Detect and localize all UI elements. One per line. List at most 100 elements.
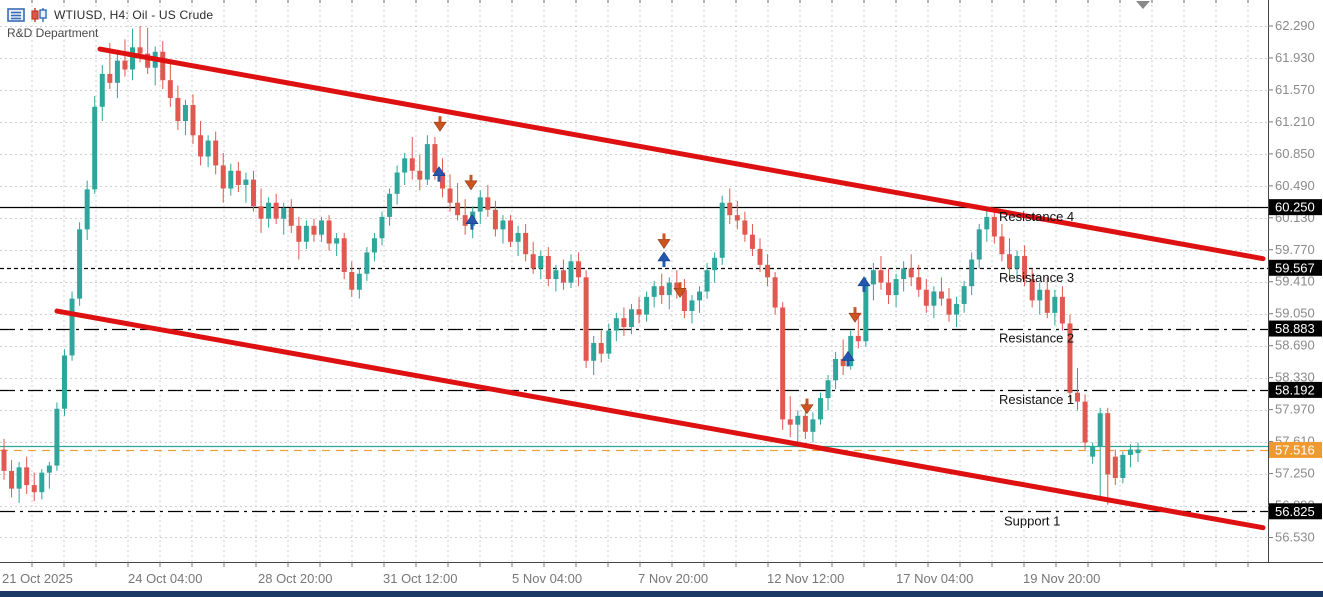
candle [916,264,922,297]
candle [598,330,604,363]
price-label-box [1269,259,1322,276]
candle [492,200,498,237]
price-label-box [1269,441,1322,458]
price-label-text: 59.567 [1275,260,1315,275]
candle [409,137,415,180]
candle [810,412,816,443]
candle [1014,250,1020,281]
candle [1022,245,1028,287]
level-label: Resistance 3 [999,270,1074,285]
candle [523,224,529,262]
candle [613,312,619,342]
level-label: Support 1 [1004,513,1060,528]
candle [273,193,279,225]
price-label-box [1269,503,1322,520]
candle [250,170,256,212]
candle [349,261,355,297]
down-arrow-icon [673,282,687,298]
candle [1135,442,1141,463]
candle [356,268,362,299]
upper-channel-line[interactable] [97,46,1266,262]
candle [999,224,1005,262]
candle [31,472,37,502]
candle [485,184,491,217]
candles-indicator-icon[interactable] [30,8,49,22]
symbol-title: WTIUSD, H4: Oil - US Crude [54,8,214,22]
price-tick-label: 57.970 [1275,402,1315,417]
price-label-text: 58.192 [1275,382,1315,397]
candle [795,410,801,447]
price-tick-label: 61.930 [1275,50,1315,65]
candle [712,252,718,283]
window-bottom-bar [0,591,1323,597]
candle [92,96,98,194]
price-label-text: 57.516 [1275,442,1315,457]
candle [984,208,990,242]
price-label-box [1269,381,1322,398]
candle [311,218,317,242]
candle [54,402,60,471]
candle [1090,442,1096,464]
up-arrow-icon [857,276,871,292]
candle [780,302,786,431]
gridlines [0,0,1268,567]
candle [583,270,589,368]
candle [99,65,105,122]
candle [462,199,468,235]
lower-channel-line[interactable] [54,308,1266,531]
candle [644,291,650,322]
price-label-text: 56.825 [1275,504,1315,519]
price-label-text: 58.883 [1275,321,1315,336]
down-arrow-icon [464,174,478,191]
candle [855,312,861,349]
candle [190,94,196,145]
candle [734,200,740,230]
journal-list-icon[interactable] [7,8,25,22]
candle [379,211,385,246]
candle [901,261,907,292]
candle [508,215,514,248]
candle [1082,394,1088,450]
price-tick-label: 56.530 [1275,529,1315,544]
candle [9,460,15,498]
candle [1044,277,1050,319]
candle [545,247,551,287]
candle [24,456,30,494]
candle [1059,286,1065,331]
candle [152,46,158,86]
candle [538,250,544,280]
price-tick-label: 60.850 [1275,146,1315,161]
candle [636,296,642,324]
candle [719,195,725,265]
candle [787,396,793,438]
level-lines [0,206,1268,513]
candle [266,197,272,228]
candle [870,263,876,301]
time-tick-label: 21 Oct 2025 [2,571,73,586]
candle [1037,282,1043,315]
time-axis[interactable]: 21 Oct 2025 24 Oct 04:00 28 Oct 20:00 31 Oc… [2,571,1100,586]
candle [228,163,234,196]
candle [39,469,45,500]
candle [681,279,687,319]
candle [371,232,377,262]
signal-arrows [432,116,871,415]
price-tick-label: 61.570 [1275,82,1315,97]
level-label: Resistance 2 [999,331,1074,346]
down-arrow-icon [800,398,814,415]
candle [500,215,506,244]
candle [765,254,771,287]
candle [742,211,748,242]
candle [1105,407,1111,505]
candle [258,188,264,233]
price-axis[interactable]: 62.29061.93061.57061.21060.85060.49060.1… [1268,18,1322,544]
candle [659,273,665,304]
candle [387,188,393,226]
candle [364,247,370,281]
candle [553,264,559,292]
candle [886,268,892,304]
candle [447,174,453,212]
candle [220,152,226,203]
candle [560,259,566,290]
